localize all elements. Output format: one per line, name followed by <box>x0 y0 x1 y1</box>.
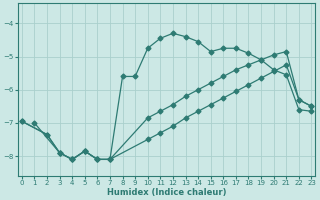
X-axis label: Humidex (Indice chaleur): Humidex (Indice chaleur) <box>107 188 226 197</box>
